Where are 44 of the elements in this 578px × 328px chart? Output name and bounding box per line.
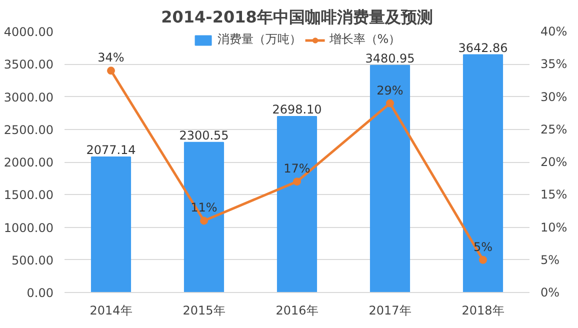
point (293, 178, 301, 186)
data-label: 34% (98, 50, 124, 65)
bar (276, 116, 318, 292)
data-label: 29% (376, 83, 404, 98)
data-label: 17% (284, 162, 310, 176)
x-tick-label: 2014年 (90, 304, 132, 318)
point (479, 256, 487, 264)
legend-label: 消费量（万吨） (217, 31, 302, 48)
y-tick-label: 1500.00 (4, 188, 54, 202)
y-tick-label: 0.00 (26, 286, 54, 300)
y2-tick-label: 25% (540, 122, 568, 136)
y-tick-label: 2000.00 (4, 156, 54, 170)
y-tick-label: 1000.00 (4, 220, 54, 235)
data-label: 3480.95 (365, 51, 415, 66)
y-tick-label: 4000.00 (4, 25, 54, 39)
y-tick-label: 3000.00 (4, 90, 54, 104)
data-label: 3642.86 (458, 40, 508, 55)
y2-tick-label: 5% (540, 252, 560, 267)
bar (370, 64, 410, 292)
chart-title: 2014-2018年中国咖啡消费量及预测 (161, 8, 433, 26)
bar (184, 142, 224, 292)
y2-tick-label: 15% (540, 188, 568, 202)
y2-tick-label: 35% (540, 57, 568, 72)
x-tick-label: 2016年 (276, 304, 318, 318)
data-label: 2698.10 (272, 102, 322, 116)
bar (90, 156, 132, 292)
bar (462, 54, 504, 292)
y-tick-label: 500.00 (12, 253, 54, 268)
y2-tick-label: 40% (540, 24, 568, 38)
point (107, 66, 115, 75)
y-tick-label: 2500.00 (4, 122, 54, 137)
x-tick-label: 2015年 (182, 304, 226, 318)
y2-tick-label: 30% (540, 90, 568, 104)
point (200, 216, 208, 225)
data-label: 2077.14 (86, 142, 136, 157)
y-tick-label: 3500.00 (4, 58, 54, 72)
point (386, 99, 394, 108)
y2-tick-label: 0% (540, 286, 560, 300)
x-tick-label: 2017年 (368, 304, 412, 318)
legend-label: 增长率（%） (329, 31, 401, 48)
x-tick-label: 2018年 (462, 304, 504, 318)
data-label: 2300.55 (179, 128, 229, 142)
y2-tick-label: 10% (540, 220, 568, 234)
y2-tick-label: 20% (540, 155, 568, 169)
